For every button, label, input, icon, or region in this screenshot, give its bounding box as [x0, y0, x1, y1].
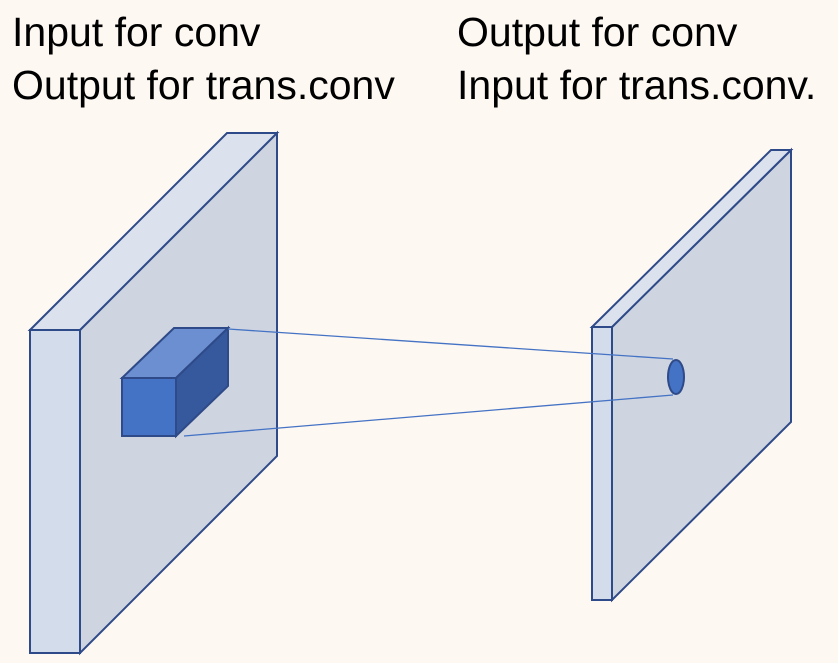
input-plate-side	[29, 329, 81, 654]
input-label-line-1: Input for conv	[12, 9, 261, 55]
output-point	[667, 359, 685, 395]
connector-line-bottom	[183, 394, 674, 437]
connector-line-top	[227, 328, 674, 360]
input-label-line-2: Output for trans.conv	[12, 62, 395, 108]
output-plate	[589, 147, 794, 603]
kernel-cube	[119, 325, 231, 439]
output-label-line-1: Output for conv	[457, 9, 738, 55]
input-plate-label: Input for conv Output for trans.conv	[12, 6, 395, 112]
output-plate-side	[591, 326, 613, 601]
output-label-line-2: Input for trans.conv.	[457, 62, 817, 108]
kernel-cube-front	[121, 377, 177, 437]
output-plate-label: Output for conv Input for trans.conv.	[457, 6, 816, 112]
